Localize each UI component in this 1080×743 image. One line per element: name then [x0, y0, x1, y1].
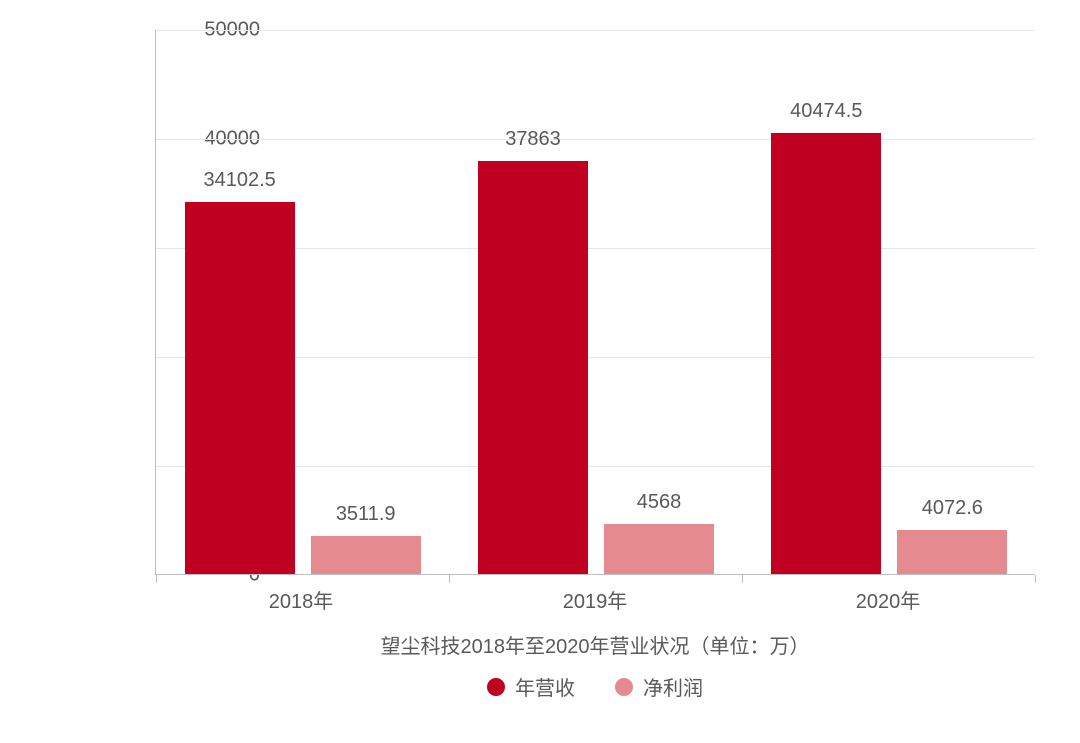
x-tick-mark: [156, 575, 157, 583]
legend-label: 年营收: [515, 672, 575, 701]
legend-label: 净利润: [643, 672, 703, 701]
bar-revenue-2018: [185, 202, 295, 574]
bar-profit-2020: [897, 530, 1007, 574]
chart-container: 0 10000 20000 30000 40000 50000 34102.5 …: [60, 30, 1050, 710]
bar-profit-2019: [604, 524, 714, 574]
legend-marker-icon: [487, 678, 505, 696]
bar-label: 4568: [637, 491, 682, 514]
legend: 年营收 净利润: [155, 672, 1035, 701]
bar-label: 37863: [505, 128, 561, 151]
bar-label: 3511.9: [336, 503, 396, 526]
x-category-label: 2019年: [563, 585, 628, 614]
x-tick-mark: [449, 575, 450, 583]
plot-area: 34102.5 3511.9 37863 4568 40474.5 4072.6: [155, 30, 1035, 575]
bar-profit-2018: [311, 536, 421, 574]
x-category-label: 2020年: [856, 585, 921, 614]
bar-label: 4072.6: [922, 497, 983, 520]
bar-label: 40474.5: [790, 100, 862, 123]
x-tick-mark: [742, 575, 743, 583]
chart-title: 望尘科技2018年至2020年营业状况（单位：万）: [155, 630, 1035, 659]
gridline: [156, 139, 1035, 140]
legend-item-profit: 净利润: [615, 672, 703, 701]
bar-revenue-2019: [478, 161, 588, 574]
gridline: [156, 30, 1035, 31]
bar-revenue-2020: [771, 133, 881, 574]
legend-item-revenue: 年营收: [487, 672, 575, 701]
legend-marker-icon: [615, 678, 633, 696]
x-tick-mark: [1035, 575, 1036, 583]
x-category-label: 2018年: [269, 585, 334, 614]
bar-label: 34102.5: [204, 169, 276, 192]
